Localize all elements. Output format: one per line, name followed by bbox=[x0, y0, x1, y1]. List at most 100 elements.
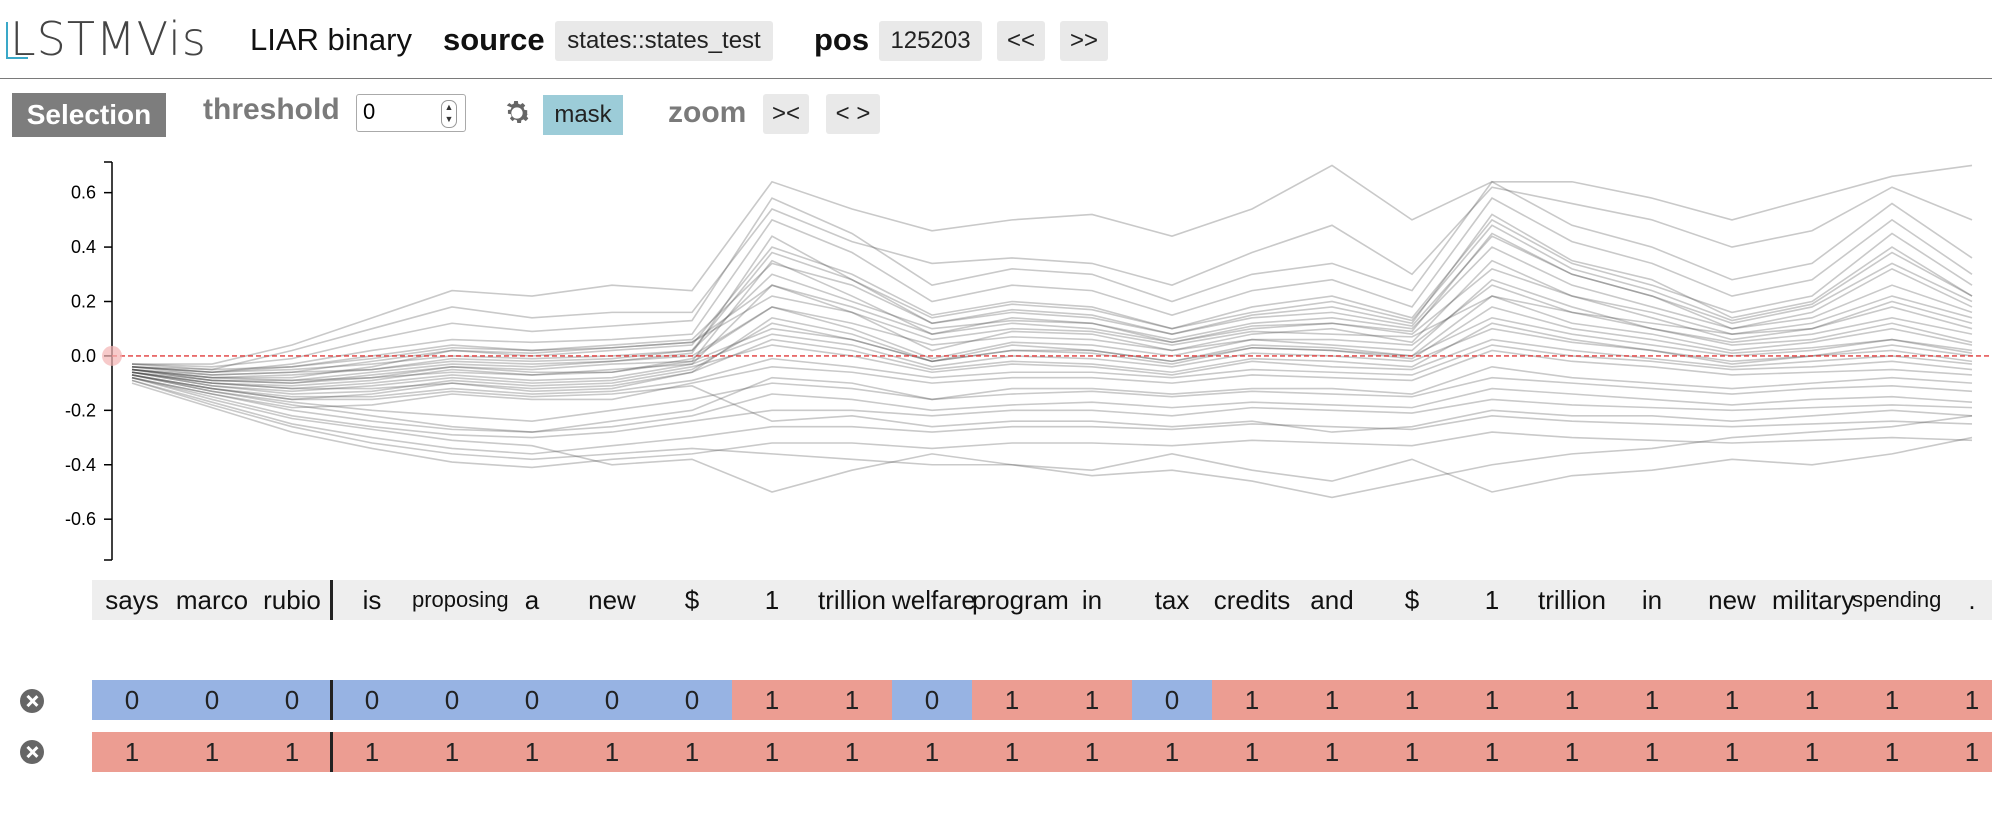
remove-row-2-icon[interactable] bbox=[20, 740, 44, 764]
word-token[interactable]: $ bbox=[684, 585, 700, 615]
state-line-20[interactable] bbox=[131, 338, 1973, 393]
word-token[interactable]: marco bbox=[175, 585, 249, 615]
meta-cell: 1 bbox=[1292, 732, 1372, 772]
next-button[interactable]: >> bbox=[1060, 21, 1108, 61]
state-line-2[interactable] bbox=[131, 213, 1973, 376]
selection-button[interactable]: Selection bbox=[12, 93, 166, 137]
threshold-stepper[interactable]: ▲▼ bbox=[356, 94, 466, 132]
state-line-25[interactable] bbox=[131, 295, 1973, 390]
word-token[interactable]: 1 bbox=[1484, 585, 1500, 615]
word-token[interactable]: $ bbox=[1404, 585, 1420, 615]
word-token[interactable]: military bbox=[1772, 585, 1855, 615]
word-token[interactable]: says bbox=[105, 585, 159, 615]
word-token[interactable]: welfare bbox=[892, 585, 976, 615]
position-cursor bbox=[330, 680, 333, 720]
meta-cell: 1 bbox=[1772, 680, 1852, 720]
word-token[interactable]: a bbox=[524, 585, 540, 615]
word-token[interactable]: tax bbox=[1154, 585, 1190, 615]
state-line-30[interactable] bbox=[132, 164, 1973, 365]
state-line-21[interactable] bbox=[131, 186, 1973, 371]
state-line-28[interactable] bbox=[131, 224, 1973, 379]
zoom-label: zoom bbox=[668, 96, 747, 129]
word-token[interactable]: is bbox=[362, 585, 382, 615]
state-line-12[interactable] bbox=[131, 327, 1973, 387]
word-token[interactable]: in bbox=[1641, 585, 1663, 615]
state-line-6[interactable] bbox=[131, 295, 1973, 371]
meta-cell: 0 bbox=[892, 680, 972, 720]
activation-line-chart[interactable]: 0.6 0.4 0.2 0.0 -0.2 -0.4 -0.6 bbox=[0, 150, 1992, 570]
state-line-16[interactable] bbox=[131, 180, 1973, 368]
state-line-9[interactable] bbox=[131, 246, 1973, 374]
meta-cell: 1 bbox=[732, 680, 812, 720]
word-token[interactable]: new bbox=[588, 585, 636, 615]
word-token[interactable]: proposing bbox=[412, 587, 509, 612]
word-token[interactable]: new bbox=[1708, 585, 1756, 615]
word-token[interactable]: and bbox=[1310, 585, 1354, 615]
meta-cell: 1 bbox=[1212, 732, 1292, 772]
state-line-1[interactable] bbox=[131, 259, 1973, 390]
state-line-0[interactable] bbox=[131, 278, 1973, 382]
meta-cell: 1 bbox=[812, 680, 892, 720]
zoom-in-button[interactable]: >< bbox=[763, 94, 809, 134]
state-line-26[interactable] bbox=[131, 235, 1973, 374]
spin-arrows-icon[interactable]: ▲ ▼ bbox=[441, 100, 457, 128]
threshold-input[interactable] bbox=[357, 95, 449, 129]
prev-button[interactable]: << bbox=[997, 21, 1045, 61]
meta-cell: 1 bbox=[972, 732, 1052, 772]
threshold-label: threshold bbox=[203, 93, 340, 126]
meta-cell: 1 bbox=[1532, 732, 1612, 772]
remove-row-1-icon[interactable] bbox=[20, 689, 44, 713]
pos-value[interactable]: 125203 bbox=[879, 21, 982, 61]
word-token[interactable]: program bbox=[972, 585, 1069, 615]
source-selector[interactable]: states::states_test bbox=[555, 21, 773, 61]
meta-cell: 1 bbox=[1452, 680, 1532, 720]
state-line-10[interactable] bbox=[131, 376, 1973, 439]
token-strip[interactable]: says marco rubio is proposing a new $1 trillion w… bbox=[92, 580, 1992, 620]
position-cursor bbox=[330, 732, 333, 772]
state-line-14[interactable] bbox=[131, 197, 1973, 374]
state-line-3[interactable] bbox=[131, 322, 1973, 401]
meta-cell: 1 bbox=[172, 732, 252, 772]
gear-icon[interactable] bbox=[500, 96, 534, 130]
state-line-5[interactable] bbox=[131, 349, 1973, 409]
state-lines[interactable] bbox=[131, 164, 1973, 499]
word-token[interactable]: . bbox=[1968, 585, 1976, 615]
word-token[interactable]: rubio bbox=[263, 585, 321, 615]
meta-cell: 1 bbox=[732, 732, 812, 772]
word-token[interactable]: credits bbox=[1213, 585, 1291, 615]
state-line-18[interactable] bbox=[131, 284, 1973, 382]
meta-cell: 1 bbox=[412, 732, 492, 772]
state-line-31[interactable] bbox=[131, 316, 1973, 384]
y-tick-label: -0.4 bbox=[65, 455, 96, 475]
meta-cell: 0 bbox=[92, 680, 172, 720]
word-token[interactable]: spending bbox=[1852, 587, 1942, 612]
word-token[interactable]: trillion bbox=[1538, 585, 1606, 615]
meta-cell: 1 bbox=[1772, 732, 1852, 772]
meta-cell: 1 bbox=[1372, 680, 1452, 720]
meta-cell: 1 bbox=[1612, 732, 1692, 772]
state-line-17[interactable] bbox=[131, 382, 1973, 469]
zoom-out-button[interactable]: < > bbox=[826, 94, 880, 134]
word-token[interactable]: trillion bbox=[818, 585, 886, 615]
state-line-23[interactable] bbox=[131, 267, 1973, 376]
word-token[interactable]: in bbox=[1081, 585, 1103, 615]
state-line-13[interactable] bbox=[131, 379, 1973, 455]
meta-cell: 0 bbox=[652, 680, 732, 720]
state-line-15[interactable] bbox=[131, 344, 1973, 398]
word-token[interactable]: 1 bbox=[764, 585, 780, 615]
mask-toggle[interactable]: mask bbox=[543, 95, 623, 135]
top-header: LSTMVis LIAR binary source states::state… bbox=[0, 0, 1992, 79]
threshold-handle[interactable] bbox=[102, 345, 122, 366]
state-line-7[interactable] bbox=[131, 306, 1973, 395]
state-line-29[interactable] bbox=[131, 374, 1973, 433]
state-line-27[interactable] bbox=[131, 365, 1973, 433]
state-line-11[interactable] bbox=[131, 218, 1973, 379]
state-line-24[interactable] bbox=[131, 379, 1973, 499]
state-line-19[interactable] bbox=[131, 376, 1973, 493]
state-line-22[interactable] bbox=[131, 374, 1973, 433]
state-line-4[interactable] bbox=[131, 232, 1973, 384]
meta-cell: 1 bbox=[492, 732, 572, 772]
state-line-8[interactable] bbox=[131, 374, 1973, 423]
meta-cell: 1 bbox=[1852, 732, 1932, 772]
